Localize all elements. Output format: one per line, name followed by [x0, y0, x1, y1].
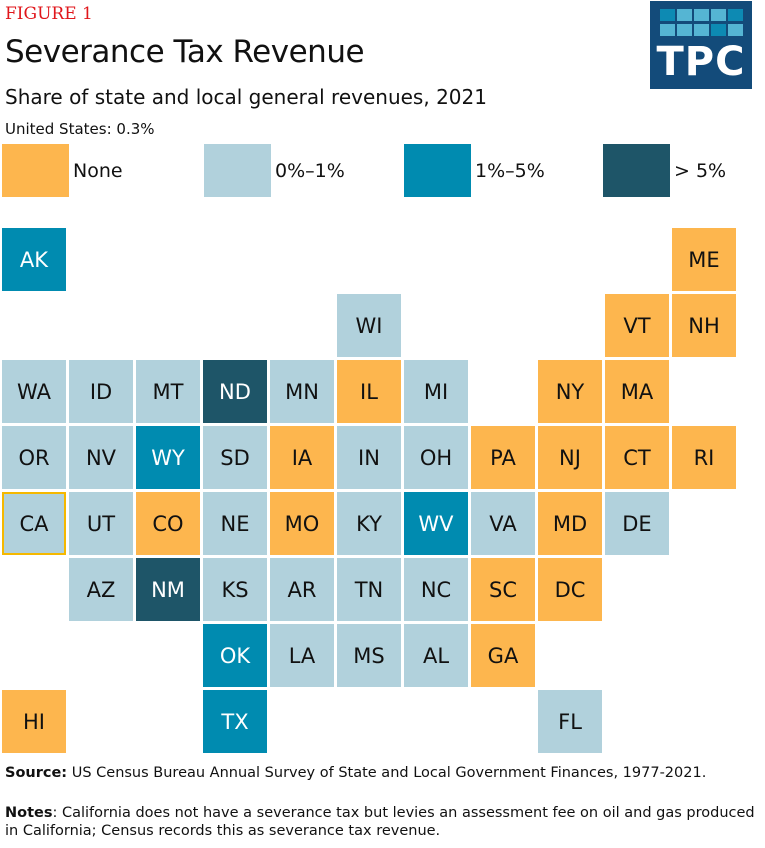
chart-subtitle: Share of state and local general revenue… [5, 85, 487, 109]
state-tile-in: IN [337, 426, 401, 489]
state-tile-ga: GA [471, 624, 535, 687]
state-tile-nc: NC [404, 558, 468, 621]
state-tile-mn: MN [270, 360, 334, 423]
state-tile-hi: HI [2, 690, 66, 753]
state-tile-id: ID [69, 360, 133, 423]
state-tile-nd: ND [203, 360, 267, 423]
state-tile-ak: AK [2, 228, 66, 291]
legend-swatch [204, 144, 271, 197]
legend-item-1-5: 1%–5% [404, 144, 545, 197]
state-tile-mi: MI [404, 360, 468, 423]
state-tile-ia: IA [270, 426, 334, 489]
state-tile-co: CO [136, 492, 200, 555]
state-tile-de: DE [605, 492, 669, 555]
state-tile-al: AL [404, 624, 468, 687]
state-tile-wv: WV [404, 492, 468, 555]
state-tile-nm: NM [136, 558, 200, 621]
state-tile-nv: NV [69, 426, 133, 489]
state-tile-sc: SC [471, 558, 535, 621]
state-tile-ct: CT [605, 426, 669, 489]
logo-square [728, 24, 743, 36]
state-tile-ri: RI [672, 426, 736, 489]
state-tile-wy: WY [136, 426, 200, 489]
chart-title: Severance Tax Revenue [5, 34, 365, 70]
state-tile-va: VA [471, 492, 535, 555]
source-note: Source: US Census Bureau Annual Survey o… [5, 764, 706, 782]
state-tile-ok: OK [203, 624, 267, 687]
logo-text: TPC [656, 39, 746, 85]
state-tile-or: OR [2, 426, 66, 489]
legend-label: None [73, 159, 123, 182]
legend-swatch [2, 144, 69, 197]
notes-label: Notes [5, 805, 53, 821]
state-tile-pa: PA [471, 426, 535, 489]
state-tile-sd: SD [203, 426, 267, 489]
logo-square [677, 9, 692, 21]
state-tile-wa: WA [2, 360, 66, 423]
state-tile-dc: DC [538, 558, 602, 621]
logo-square [694, 9, 709, 21]
logo-square [694, 24, 709, 36]
legend-label: > 5% [674, 159, 727, 182]
notes: Notes: California does not have a severa… [5, 804, 765, 840]
state-tile-nj: NJ [538, 426, 602, 489]
legend-swatch [603, 144, 670, 197]
logo-square [728, 9, 743, 21]
state-tile-mt: MT [136, 360, 200, 423]
state-tile-mo: MO [270, 492, 334, 555]
logo-square [711, 9, 726, 21]
logo-square [677, 24, 692, 36]
state-tile-ms: MS [337, 624, 401, 687]
state-tile-ut: UT [69, 492, 133, 555]
legend-item-0-1: 0%–1% [204, 144, 345, 197]
us-average: United States: 0.3% [5, 120, 155, 138]
state-tile-oh: OH [404, 426, 468, 489]
state-tile-ny: NY [538, 360, 602, 423]
source-label: Source: [5, 765, 68, 781]
state-tile-ar: AR [270, 558, 334, 621]
state-tile-nh: NH [672, 294, 736, 357]
state-tile-tx: TX [203, 690, 267, 753]
state-tile-me: ME [672, 228, 736, 291]
legend-label: 1%–5% [475, 159, 545, 182]
legend-item-over-5: > 5% [603, 144, 726, 197]
state-tile-la: LA [270, 624, 334, 687]
state-tile-vt: VT [605, 294, 669, 357]
state-tile-md: MD [538, 492, 602, 555]
source-text: US Census Bureau Annual Survey of State … [71, 765, 707, 781]
legend-item-none: None [2, 144, 123, 197]
state-tile-ne: NE [203, 492, 267, 555]
logo-square [711, 24, 726, 36]
state-tile-wi: WI [337, 294, 401, 357]
state-tile-fl: FL [538, 690, 602, 753]
state-tile-tn: TN [337, 558, 401, 621]
legend-swatch [404, 144, 471, 197]
notes-text: : California does not have a severance t… [5, 805, 755, 839]
legend-label: 0%–1% [275, 159, 345, 182]
state-tile-il: IL [337, 360, 401, 423]
state-tile-ks: KS [203, 558, 267, 621]
figure-label: FIGURE 1 [5, 4, 93, 24]
logo-square [660, 24, 675, 36]
state-tile-az: AZ [69, 558, 133, 621]
state-tile-ky: KY [337, 492, 401, 555]
state-tile-ca: CA [2, 492, 66, 555]
tpc-logo: TPC [650, 1, 752, 89]
logo-square [660, 9, 675, 21]
state-tile-ma: MA [605, 360, 669, 423]
